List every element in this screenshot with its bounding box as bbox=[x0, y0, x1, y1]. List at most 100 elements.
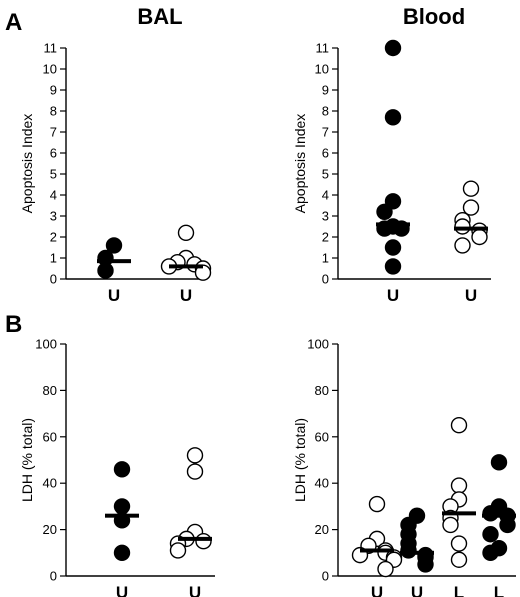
group-label: U bbox=[108, 286, 120, 305]
data-point bbox=[482, 544, 499, 561]
data-point bbox=[454, 237, 471, 254]
y-tick-label: 4 bbox=[322, 188, 329, 203]
y-tick-label: 11 bbox=[316, 41, 330, 56]
data-point bbox=[450, 417, 468, 434]
data-point bbox=[186, 463, 204, 480]
group-label: U bbox=[387, 286, 399, 305]
data-point bbox=[186, 447, 204, 464]
y-axis-label: Apoptosis Index bbox=[19, 114, 35, 214]
y-tick-label: 0 bbox=[50, 272, 57, 287]
y-tick-label: 100 bbox=[35, 337, 57, 352]
group-label: L bbox=[494, 583, 504, 597]
plots-layer: 0 1 2 3 4 5 6 7 8 9 10 11 Apoptosis Index U U 0 1 2 3 4 5 6 7 8… bbox=[19, 39, 516, 597]
y-tick-label: 10 bbox=[315, 62, 329, 77]
data-point bbox=[384, 109, 402, 126]
group-label: U bbox=[180, 286, 192, 305]
panel-letter-a: A bbox=[5, 9, 22, 36]
data-point bbox=[384, 193, 402, 210]
data-point bbox=[105, 237, 123, 254]
group-label: U bbox=[189, 583, 201, 597]
y-tick-label: 20 bbox=[43, 522, 57, 537]
median-bar bbox=[400, 550, 434, 555]
y-tick-label: 5 bbox=[50, 167, 57, 182]
column-title-bal: BAL bbox=[137, 4, 182, 29]
data-point bbox=[177, 224, 195, 242]
y-tick-label: 80 bbox=[43, 383, 57, 398]
y-tick-label: 11 bbox=[44, 41, 58, 56]
data-point bbox=[368, 495, 386, 513]
data-point bbox=[482, 505, 499, 522]
group-label: U bbox=[371, 583, 383, 597]
median-bar bbox=[454, 226, 488, 231]
group-label: U bbox=[411, 583, 423, 597]
data-point bbox=[384, 258, 402, 275]
y-tick-label: 40 bbox=[315, 476, 329, 491]
y-tick-label: 10 bbox=[43, 62, 57, 77]
data-point bbox=[417, 556, 434, 573]
median-bar bbox=[178, 536, 212, 541]
y-tick-label: 60 bbox=[315, 429, 329, 444]
median-bar bbox=[442, 511, 476, 516]
plot-b-blood: 0 20 40 60 80 100 LDH (% total) U U L L bbox=[292, 337, 516, 597]
y-tick-label: 6 bbox=[322, 146, 329, 161]
y-tick-label: 60 bbox=[43, 429, 57, 444]
data-point bbox=[113, 498, 131, 515]
group-label: U bbox=[116, 583, 128, 597]
plot-a-bal: 0 1 2 3 4 5 6 7 8 9 10 11 Apoptosis Index U U bbox=[19, 41, 212, 305]
y-tick-label: 7 bbox=[50, 125, 57, 140]
y-tick-label: 4 bbox=[50, 188, 57, 203]
y-tick-label: 9 bbox=[322, 83, 329, 98]
y-tick-label: 20 bbox=[315, 522, 329, 537]
median-bar bbox=[360, 548, 394, 553]
y-tick-label: 0 bbox=[50, 569, 57, 584]
y-axis-label: LDH (% total) bbox=[19, 418, 35, 502]
data-point bbox=[97, 262, 114, 279]
y-tick-label: 0 bbox=[322, 272, 329, 287]
group-label: L bbox=[454, 583, 464, 597]
data-point bbox=[471, 228, 488, 246]
y-tick-label: 5 bbox=[322, 167, 329, 182]
data-point bbox=[377, 560, 394, 578]
y-tick-label: 2 bbox=[322, 230, 329, 245]
median-bar bbox=[105, 513, 139, 518]
y-tick-label: 40 bbox=[43, 476, 57, 491]
y-tick-label: 0 bbox=[322, 569, 329, 584]
data-point bbox=[462, 180, 480, 197]
data-point bbox=[482, 526, 499, 543]
y-tick-label: 6 bbox=[50, 146, 57, 161]
y-tick-label: 80 bbox=[315, 383, 329, 398]
data-point bbox=[454, 218, 471, 235]
median-bar bbox=[97, 259, 131, 264]
y-tick-label: 100 bbox=[307, 337, 329, 352]
y-axis-label: LDH (% total) bbox=[292, 418, 308, 502]
y-tick-label: 9 bbox=[50, 83, 57, 98]
y-tick-label: 8 bbox=[322, 104, 329, 119]
data-point bbox=[442, 516, 459, 534]
data-point bbox=[490, 454, 508, 471]
plot-a-blood: 0 1 2 3 4 5 6 7 8 9 10 11 Apoptosis Index U U bbox=[292, 39, 491, 305]
data-point bbox=[384, 239, 402, 256]
data-point bbox=[450, 535, 468, 552]
column-title-blood: Blood bbox=[403, 4, 465, 29]
group-label: U bbox=[465, 286, 477, 305]
data-point bbox=[169, 542, 187, 559]
data-point bbox=[113, 544, 131, 561]
panel-letter-b: B bbox=[5, 311, 22, 338]
data-point bbox=[195, 533, 212, 550]
y-tick-label: 2 bbox=[50, 230, 57, 245]
data-point bbox=[113, 461, 131, 478]
y-tick-label: 7 bbox=[322, 125, 329, 140]
data-point bbox=[384, 39, 402, 57]
y-tick-label: 1 bbox=[322, 251, 329, 266]
y-tick-label: 3 bbox=[322, 209, 329, 224]
y-tick-label: 3 bbox=[50, 209, 57, 224]
median-bar bbox=[169, 264, 203, 269]
data-point bbox=[376, 203, 393, 221]
data-point bbox=[450, 551, 468, 568]
data-point bbox=[499, 516, 516, 534]
y-tick-label: 8 bbox=[50, 104, 57, 119]
median-bar bbox=[376, 222, 410, 227]
data-point bbox=[450, 477, 468, 494]
y-tick-label: 1 bbox=[50, 251, 57, 266]
